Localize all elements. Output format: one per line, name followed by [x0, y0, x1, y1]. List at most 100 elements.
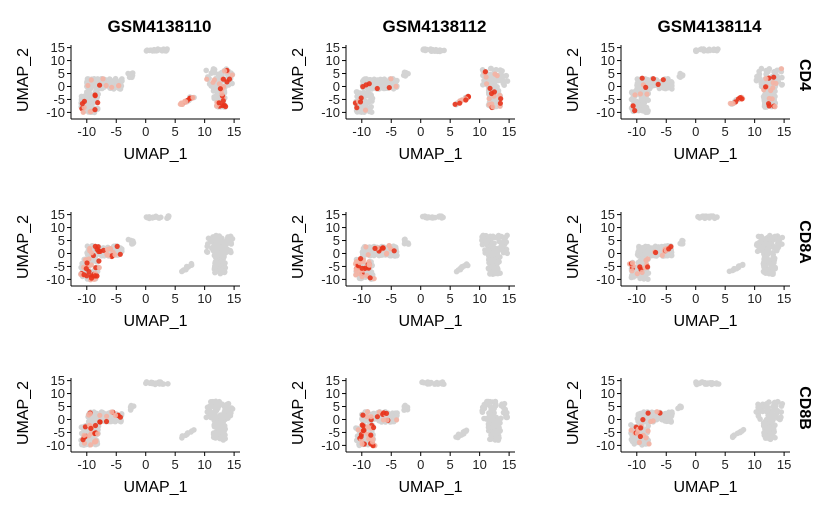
cell-point	[210, 68, 216, 74]
expressed-cell-point	[92, 107, 98, 113]
cell-point	[479, 241, 486, 248]
cell-point	[488, 65, 494, 72]
expressed-cell-point	[487, 85, 493, 91]
cell-point	[764, 428, 771, 434]
cell-point	[498, 403, 505, 409]
y-tick-label: -10	[321, 105, 340, 120]
cell-point	[368, 109, 375, 115]
expressed-cell-point	[94, 246, 100, 253]
x-tick-label: -10	[352, 124, 371, 139]
expressed-cell-point	[366, 259, 372, 265]
cell-point	[706, 214, 712, 220]
expressed-cell-point	[86, 256, 92, 262]
expressed-cell-point	[88, 77, 94, 83]
y-tick-label: 5	[58, 233, 65, 248]
y-tick-label: 0	[58, 79, 65, 94]
cell-point	[401, 236, 408, 243]
y-tick-label: 10	[51, 386, 65, 401]
expressed-cell-point	[104, 413, 110, 419]
y-tick-label: 10	[326, 53, 340, 68]
expressed-cell-point	[391, 248, 397, 254]
cell-point	[754, 241, 760, 247]
expressed-cell-point	[730, 100, 736, 107]
expressed-cell-point	[739, 96, 745, 102]
cell-point	[405, 70, 411, 77]
x-tick-label: 10	[747, 457, 761, 472]
cell-point	[129, 74, 135, 81]
y-tick-label: 0	[608, 79, 615, 94]
cell-point	[419, 213, 426, 220]
y-axis-title: UMAP_2	[290, 48, 307, 112]
expressed-cell-point	[353, 268, 359, 274]
expressed-cell-point	[103, 418, 110, 425]
expressed-cell-point	[655, 81, 661, 87]
x-tick-label: 5	[447, 457, 454, 472]
cell-point	[661, 414, 668, 420]
cell-point	[220, 259, 227, 266]
row-label: CD8B	[796, 386, 813, 430]
x-tick-label: 0	[417, 457, 424, 472]
cell-point	[629, 96, 635, 103]
expressed-cell-point	[359, 422, 365, 428]
cell-point	[779, 74, 785, 81]
cell-point	[647, 84, 654, 91]
x-tick-label: 0	[692, 457, 699, 472]
expressed-cell-point	[640, 417, 646, 423]
expressed-cell-point	[211, 77, 217, 83]
expressed-cell-point	[358, 256, 364, 262]
expressed-cell-point	[630, 103, 636, 109]
x-tick-label: 5	[722, 124, 729, 139]
cell-point	[693, 380, 700, 387]
y-tick-label: 5	[608, 66, 615, 81]
cell-point	[374, 79, 381, 86]
cell-point	[667, 411, 674, 418]
expressed-cell-point	[87, 109, 93, 115]
cell-point	[213, 261, 219, 268]
y-axis-title: UMAP_2	[15, 48, 32, 112]
expressed-cell-point	[654, 409, 660, 415]
x-tick-label: 15	[227, 291, 241, 306]
x-tick-label: -10	[77, 457, 96, 472]
expressed-cell-point	[112, 252, 118, 258]
expressed-cell-point	[97, 82, 103, 88]
expressed-cell-point	[216, 81, 222, 87]
expressed-cell-point	[95, 431, 101, 437]
cell-point	[501, 82, 508, 88]
cell-point	[119, 78, 125, 84]
expressed-cell-point	[666, 246, 672, 252]
expressed-cell-point	[383, 251, 390, 257]
y-tick-label: 15	[601, 40, 615, 55]
cell-point	[404, 404, 411, 411]
expressed-cell-point	[86, 433, 92, 439]
x-tick-label: 5	[172, 457, 179, 472]
expressed-cell-point	[223, 103, 229, 110]
cell-point	[440, 214, 446, 221]
cell-point	[771, 244, 777, 250]
cell-point	[775, 237, 782, 243]
cell-point	[205, 241, 211, 247]
expressed-cell-point	[97, 412, 103, 418]
expressed-cell-point	[103, 82, 109, 89]
cell-point	[711, 46, 717, 52]
y-axis-title: UMAP_2	[290, 215, 307, 279]
cell-point	[92, 77, 99, 83]
cell-point	[767, 236, 773, 242]
expressed-cell-point	[490, 104, 496, 110]
expressed-cell-point	[365, 409, 371, 415]
cell-point	[636, 85, 643, 91]
expressed-cell-point	[359, 441, 365, 447]
x-tick-label: 15	[777, 291, 791, 306]
expressed-cell-point	[634, 271, 640, 277]
x-tick-label: 0	[692, 124, 699, 139]
expressed-cell-point	[220, 76, 226, 82]
cell-point	[702, 47, 708, 53]
x-tick-label: 5	[172, 124, 179, 139]
cell-point	[160, 381, 167, 387]
cell-point	[699, 213, 706, 219]
cell-point	[766, 399, 772, 405]
x-tick-label: 15	[227, 124, 241, 139]
expressed-cell-point	[763, 76, 769, 82]
cell-point	[492, 265, 499, 272]
expressed-cell-point	[636, 439, 643, 445]
x-tick-label: 0	[142, 457, 149, 472]
